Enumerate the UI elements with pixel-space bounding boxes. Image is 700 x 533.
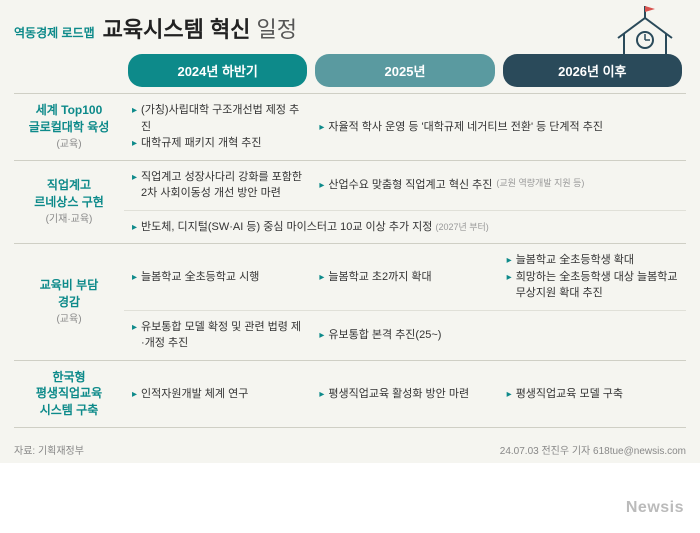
bullet-item: 인적자원개발 체계 연구 [132,386,303,403]
row-label: 직업계고르네상스 구현(기재·교육) [14,160,124,244]
bullet-item: 자율적 학사 운영 등 '대학규제 네거티브 전환' 등 단계적 추진 [319,119,678,136]
bullet-item: 직업계고 성장사다리 강화를 포함한 2차 사회이동성 개선 방안 마련 [132,169,303,202]
bullet-item: 산업수요 맞춤형 직업계고 혁신 추진 (교원 역량개발 지원 등) [319,177,678,194]
table-cell: (가칭)사립대학 구조개선법 제정 추진 대학규제 패키지 개혁 추진 [124,93,311,160]
cell-note: (교원 역량개발 지원 등) [496,177,584,191]
newsis-watermark: Newsis [626,499,684,517]
row-label-sub: (교육) [18,313,120,327]
source-text: 자료: 기획재정부 [14,442,84,457]
table-cell: 평생직업교육 모델 구축 [499,360,686,428]
bullet-item: 희망하는 全초등학생 대상 늘봄학교 무상지원 확대 추진 [507,269,678,302]
col-2025: 2025년 [315,54,494,87]
row-label: 세계 Top100글로컬대학 육성(교육) [14,93,124,160]
credit-text: 24.07.03 전진우 기자 618tue@newsis.com [500,442,686,457]
bullet-item: (가칭)사립대학 구조개선법 제정 추진 [132,102,303,135]
bullet-item: 유보통합 본격 추진(25~) [319,327,678,344]
table-cell: 유보통합 모델 확정 및 관련 법령 제·개정 추진 [124,310,311,360]
table-cell: 늘봄학교 全초등학교 시행 [124,243,311,310]
bullet-item: 평생직업교육 모델 구축 [507,386,678,403]
table-cell: 직업계고 성장사다리 강화를 포함한 2차 사회이동성 개선 방안 마련 [124,160,311,210]
footer: 자료: 기획재정부 24.07.03 전진우 기자 618tue@newsis.… [0,436,700,463]
bullet-item: 평생직업교육 활성화 방안 마련 [319,386,490,403]
header: 역동경제 로드맵 교육시스템 혁신 일정 [14,12,686,44]
table-cell: 늘봄학교 全초등학생 확대 희망하는 全초등학생 대상 늘봄학교 무상지원 확대… [499,243,686,310]
bullet-item: 유보통합 모델 확정 및 관련 법령 제·개정 추진 [132,319,303,352]
row-label-sub: (교육) [18,138,120,152]
row-label: 한국형평생직업교육시스템 구축 [14,360,124,428]
th-empty [14,54,124,93]
bullet-item: 반도체, 디지털(SW·AI 등) 중심 마이스터고 10교 이상 추가 지정 … [132,219,678,236]
table-cell: 자율적 학사 운영 등 '대학규제 네거티브 전환' 등 단계적 추진 [311,93,686,160]
schedule-table: 2024년 하반기 2025년 2026년 이후 세계 Top100글로컬대학 … [14,54,686,428]
main-title: 교육시스템 혁신 일정 [103,12,297,44]
row-label: 교육비 부담경감(교육) [14,243,124,360]
table-cell: 반도체, 디지털(SW·AI 등) 중심 마이스터고 10교 이상 추가 지정 … [124,210,686,244]
col-2024h2: 2024년 하반기 [128,54,307,87]
table-cell: 늘봄학교 초2까지 확대 [311,243,498,310]
school-house-icon [610,4,680,65]
table-cell: 평생직업교육 활성화 방안 마련 [311,360,498,428]
roadmap-subtitle: 역동경제 로드맵 [14,24,95,41]
bullet-item: 대학규제 패키지 개혁 추진 [132,135,303,152]
table-cell: 인적자원개발 체계 연구 [124,360,311,428]
bullet-item: 늘봄학교 全초등학교 시행 [132,269,303,286]
row-label-sub: (기재·교육) [18,213,120,227]
table-cell: 산업수요 맞춤형 직업계고 혁신 추진 (교원 역량개발 지원 등) [311,160,686,210]
table-cell: 유보통합 본격 추진(25~) [311,310,686,360]
bullet-item: 늘봄학교 全초등학생 확대 [507,252,678,269]
bullet-item: 늘봄학교 초2까지 확대 [319,269,490,286]
infographic-container: 역동경제 로드맵 교육시스템 혁신 일정 2024년 하반기 2025년 202… [0,0,700,436]
